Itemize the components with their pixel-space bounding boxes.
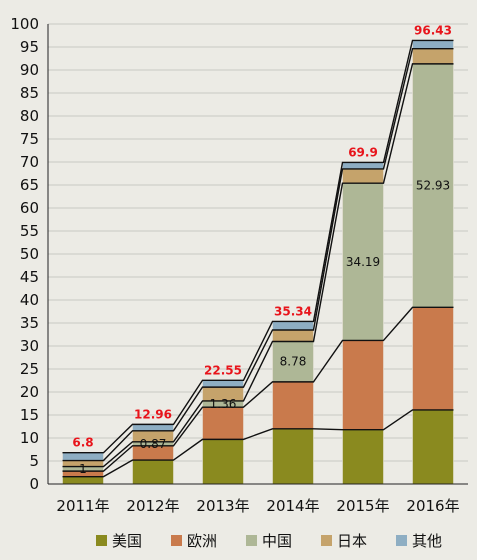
bar-segment-3-4 [272, 321, 314, 331]
x-tick-label-2: 2013年 [196, 497, 249, 515]
trend-line-0 [62, 409, 454, 478]
trend-line-3 [62, 48, 454, 462]
bar-segment-3-0 [272, 428, 314, 485]
y-axis: 0 5 10 15 20 25 30 35 40 45 50 55 60 65 70 75 80 85 90 95 10… [10, 15, 49, 493]
y-tick-label-90: 90 [20, 61, 39, 79]
y-tick-label-40: 40 [20, 291, 39, 309]
total-label-5: 96.43 [414, 23, 452, 37]
legend-swatch-4 [396, 535, 407, 546]
total-label-3: 35.34 [274, 304, 312, 318]
y-tick-label-100: 100 [10, 15, 39, 33]
bar-segment-5-4 [412, 40, 454, 50]
total-label-2: 22.55 [204, 363, 242, 377]
legend-swatch-3 [321, 535, 332, 546]
y-tick-label-95: 95 [20, 38, 39, 56]
legend-label-1: 欧洲 [187, 532, 217, 550]
bar-segment-3-3 [272, 329, 314, 342]
x-tick-label-0: 2011年 [56, 497, 109, 515]
segment-label-3: 8.78 [280, 355, 307, 369]
trend-line-1 [62, 306, 454, 472]
bar-segment-4-2 [342, 182, 384, 341]
bar-segment-1-4 [132, 424, 174, 432]
x-tick-label-3: 2014年 [266, 497, 319, 515]
total-label-1: 12.96 [134, 407, 172, 421]
data-labels: 6.8 12.96 22.55 35.34 69.9 96.43 1 0.87 1.36 8.78… [72, 23, 452, 475]
segment-label-4: 34.19 [346, 255, 380, 269]
bar-segment-0-4 [62, 452, 104, 461]
y-tick-label-50: 50 [20, 245, 39, 263]
legend-label-3: 日本 [337, 532, 367, 550]
legend-swatch-1 [171, 535, 182, 546]
legend-label-4: 其他 [412, 532, 442, 550]
y-tick-label-35: 35 [20, 314, 39, 332]
x-tick-label-1: 2012年 [126, 497, 179, 515]
y-tick-label-10: 10 [20, 429, 39, 447]
y-tick-label-80: 80 [20, 107, 39, 125]
segment-label-0: 1 [79, 462, 87, 476]
x-tick-label-5: 2016年 [406, 497, 459, 515]
segment-label-1: 0.87 [140, 437, 167, 451]
trend-line-4 [62, 39, 454, 454]
bar-segment-2-4 [202, 379, 244, 388]
bar-segment-4-4 [342, 162, 384, 170]
y-tick-label-65: 65 [20, 176, 39, 194]
bar-segment-5-1 [412, 307, 454, 411]
bar-segment-4-1 [342, 340, 384, 431]
total-label-4: 69.9 [348, 145, 378, 159]
legend-swatch-2 [246, 535, 257, 546]
trend-lines [62, 39, 454, 478]
y-tick-label-75: 75 [20, 130, 39, 148]
y-tick-label-70: 70 [20, 153, 39, 171]
y-tick-label-60: 60 [20, 199, 39, 217]
bar-segment-3-1 [272, 381, 314, 430]
total-label-0: 6.8 [72, 436, 93, 450]
legend-label-0: 美国 [112, 532, 142, 550]
y-tick-label-20: 20 [20, 383, 39, 401]
legend: 美国 欧洲 中国 日本 其他 [96, 532, 442, 550]
y-tick-label-85: 85 [20, 84, 39, 102]
y-tick-label-5: 5 [29, 452, 39, 470]
x-axis: 2011年 2012年 2013年 2014年 2015年 2016年 [48, 483, 468, 515]
y-tick-label-0: 0 [29, 475, 39, 493]
bar-segment-4-3 [342, 168, 384, 184]
trend-line-2 [62, 63, 454, 468]
bar-segment-4-0 [342, 429, 384, 485]
y-tick-label-45: 45 [20, 268, 39, 286]
bar-segment-0-0 [62, 476, 104, 485]
bar-segment-2-0 [202, 439, 244, 485]
bars [62, 40, 454, 485]
legend-label-2: 中国 [262, 532, 292, 550]
y-tick-label-25: 25 [20, 360, 39, 378]
bar-segment-5-0 [412, 409, 454, 485]
y-tick-label-30: 30 [20, 337, 39, 355]
segment-label-2: 1.36 [210, 397, 237, 411]
bar-segment-2-1 [202, 406, 244, 440]
y-tick-label-55: 55 [20, 222, 39, 240]
bar-segment-1-0 [132, 459, 174, 485]
segment-label-5: 52.93 [416, 179, 450, 193]
legend-swatch-0 [96, 535, 107, 546]
x-tick-label-4: 2015年 [336, 497, 389, 515]
y-tick-label-15: 15 [20, 406, 39, 424]
bar-segment-5-3 [412, 48, 454, 65]
